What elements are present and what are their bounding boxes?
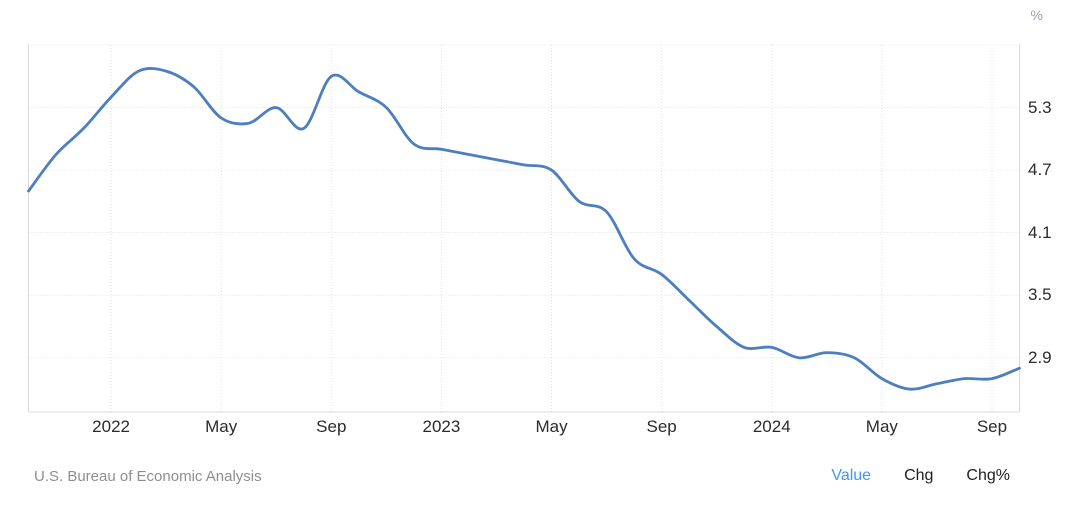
y-tick-label: 5.3 <box>1028 97 1052 117</box>
x-tick-label: May <box>865 417 898 436</box>
chart-footer: U.S. Bureau of Economic Analysis Value C… <box>0 461 1067 491</box>
y-axis-unit-label: % <box>1030 7 1043 23</box>
y-tick-label: 3.5 <box>1028 285 1052 305</box>
y-tick-label: 4.1 <box>1028 222 1052 242</box>
x-tick-label: Sep <box>976 417 1008 436</box>
x-tick-label: 2024 <box>752 417 791 436</box>
x-tick-label: 2023 <box>422 417 461 436</box>
series-line <box>27 67 1021 391</box>
source-attribution-link[interactable]: U.S. Bureau of Economic Analysis <box>34 467 262 485</box>
x-tick-label: Sep <box>646 417 677 436</box>
footer-mode-links: Value Chg Chg% <box>831 467 1010 485</box>
footer-link-value[interactable]: Value <box>831 467 872 484</box>
footer-link-chg[interactable]: Chg <box>904 467 934 484</box>
chart-plot-area[interactable] <box>0 0 1067 456</box>
y-tick-label: 2.9 <box>1028 347 1052 367</box>
x-tick-label: 2022 <box>92 417 130 436</box>
x-tick-label: Sep <box>316 417 347 436</box>
x-tick-label: May <box>535 417 568 436</box>
x-tick-label: May <box>205 417 238 436</box>
y-tick-label: 4.7 <box>1028 160 1052 180</box>
footer-link-chgpct[interactable]: Chg% <box>966 467 1010 484</box>
